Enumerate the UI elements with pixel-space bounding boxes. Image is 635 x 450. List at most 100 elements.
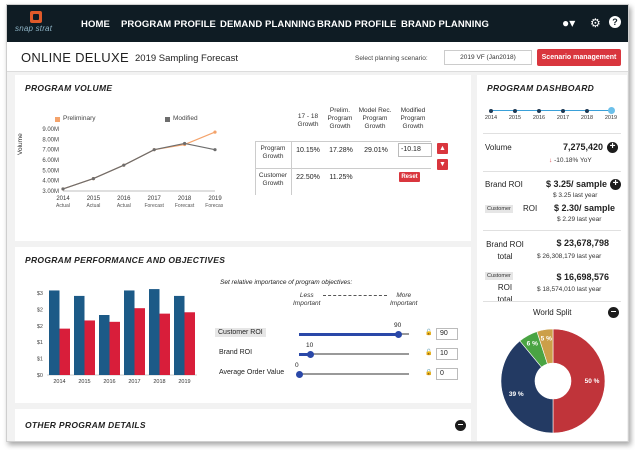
slider-thumb[interactable] <box>295 370 303 378</box>
volume-ytick-label: 6.00M <box>42 158 59 164</box>
timeline-dot[interactable] <box>607 107 615 114</box>
volume-ytick-label: 9.00M <box>42 127 59 133</box>
slider-number-input[interactable]: 10 <box>436 348 458 360</box>
volume-ytick-label: 7.00M <box>42 148 59 154</box>
decrease-growth-button[interactable]: ▼ <box>437 159 448 170</box>
world-split-collapse-icon[interactable]: – <box>608 307 619 318</box>
timeline-dot[interactable] <box>489 108 493 113</box>
slider-track[interactable] <box>299 353 409 355</box>
app-window: snap strat HOME PROGRAM PROFILE DEMAND P… <box>6 4 629 442</box>
brand-roi-expand-icon[interactable]: + <box>610 179 621 190</box>
scenario-management-button[interactable]: Scenario management <box>537 49 621 66</box>
forecast-title: 2019 Sampling Forecast <box>135 53 238 64</box>
volume-expand-icon[interactable]: + <box>607 142 618 153</box>
brand-roi-total-label: Brand ROI total <box>486 240 524 261</box>
volume-xtick-year: 2019 <box>208 196 222 202</box>
modified-growth-input[interactable]: -10.18 <box>398 143 432 157</box>
timeline-year-label: 2016 <box>532 115 546 121</box>
slider-thumb[interactable] <box>306 350 314 358</box>
dashboard-title: PROGRAM DASHBOARD <box>487 83 595 93</box>
pie-slice-label: 6 % <box>527 340 538 347</box>
timeline-dot[interactable] <box>561 108 565 113</box>
volume-xtick-kind: Forecast <box>205 203 223 209</box>
program-performance-panel: PROGRAM PERFORMANCE AND OBJECTIVES $3 $2 $… <box>15 247 471 403</box>
program-volume-panel: PROGRAM VOLUME Preliminary Modified Volu… <box>15 75 471 241</box>
volume-xtick-year: 2018 <box>178 196 192 202</box>
collapse-icon[interactable]: – <box>455 420 466 431</box>
divider <box>483 301 621 302</box>
slider-track[interactable] <box>299 373 409 375</box>
volume-xtick-kind: Forecast <box>175 203 195 209</box>
help-icon[interactable]: ? <box>609 16 621 28</box>
header-prelim-growth: Prelim. Program Growth <box>327 107 353 130</box>
customer-tag: Customer <box>485 205 513 213</box>
bar-ytick-label: $1 <box>37 340 43 346</box>
volume-point-preliminary <box>213 130 217 134</box>
reset-button[interactable]: Reset <box>399 172 420 182</box>
brand-roi-total-value: $ 23,678,798 <box>556 238 609 248</box>
slider-number-input[interactable]: 90 <box>436 328 458 340</box>
logo-mark-icon <box>30 11 42 23</box>
slider-number-input[interactable]: 0 <box>436 368 458 380</box>
divider <box>483 171 621 172</box>
lock-icon[interactable]: 🔓 <box>425 350 433 356</box>
timeline-dot[interactable] <box>513 108 517 113</box>
performance-bar-chart: $3 $2 $2 $1 $1 $0 2014 2015 2016 2017 2018 2019 <box>37 289 197 385</box>
timeline-dot[interactable] <box>585 108 589 113</box>
bar-red <box>84 320 95 375</box>
timeline-dot[interactable] <box>537 108 541 113</box>
nav-brand-profile[interactable]: BRAND PROFILE <box>317 19 397 30</box>
sub-header: ONLINE DELUXE 2019 Sampling Forecast Sel… <box>7 42 628 72</box>
top-navigation: snap strat HOME PROGRAM PROFILE DEMAND P… <box>7 5 628 42</box>
pie-slice-label: 39 % <box>509 391 524 398</box>
bar-red <box>59 328 70 375</box>
pie-slice <box>536 328 554 365</box>
nav-program-profile[interactable]: PROGRAM PROFILE <box>121 19 216 30</box>
nav-home[interactable]: HOME <box>81 19 110 30</box>
divider <box>483 133 621 134</box>
pie-slice <box>500 340 554 434</box>
nav-demand-planning[interactable]: DEMAND PLANNING <box>220 19 316 30</box>
brand-roi-value: $ 3.25/ sample <box>545 179 607 189</box>
slider-label-brand-roi: Brand ROI <box>219 349 253 356</box>
table-divider <box>255 141 431 142</box>
timeline-year-label: 2014 <box>484 115 498 121</box>
customer-roi-total-label: ROI total <box>497 283 513 304</box>
brand-logo[interactable]: snap strat <box>15 11 59 37</box>
slider-value-label: 0 <box>295 362 299 369</box>
volume-point-modified <box>213 148 217 152</box>
other-details-title: OTHER PROGRAM DETAILS <box>25 420 146 430</box>
gear-icon[interactable]: ⚙ <box>590 16 601 30</box>
volume-xtick-kind: Forecast <box>144 203 164 209</box>
volume-xtick-kind: Actual <box>117 203 131 209</box>
bar-red <box>159 313 170 375</box>
bar-ytick-label: $3 <box>37 291 43 297</box>
volume-change: ↓ -10.18% YoY <box>549 157 592 164</box>
volume-ytick-label: 8.00M <box>42 137 59 143</box>
scenario-select[interactable]: 2019 VF (Jan2018) <box>444 50 532 65</box>
user-menu-icon[interactable]: ●▾ <box>562 16 576 30</box>
customer-roi-value: $ 2.30/ sample <box>553 203 615 213</box>
volume-xtick-year: 2015 <box>87 196 101 202</box>
lock-icon[interactable]: 🔒 <box>425 370 433 376</box>
legend-label-preliminary: Preliminary <box>63 115 96 122</box>
program-volume-title: PROGRAM VOLUME <box>25 83 113 93</box>
timeline-year-label: 2018 <box>580 115 594 121</box>
program-dashboard-panel: PROGRAM DASHBOARD 2014 2015 2016 2017 2018 20… <box>477 75 627 441</box>
row-label-customer-growth: Customer Growth <box>258 172 288 187</box>
slider-thumb[interactable] <box>394 330 402 338</box>
brand-roi-last-year: $ 3.25 last year <box>553 192 598 199</box>
volume-point-modified <box>152 148 156 152</box>
lock-icon[interactable]: 🔓 <box>425 330 433 336</box>
bar-blue <box>49 290 60 375</box>
bar-blue <box>149 289 160 375</box>
program-growth-17-18: 10.15% <box>296 147 320 154</box>
increase-growth-button[interactable]: ▲ <box>437 143 448 154</box>
volume-xtick-year: 2014 <box>56 196 70 202</box>
volume-value: 7,275,420 <box>562 142 603 152</box>
more-important-label: More Important <box>390 292 418 307</box>
volume-series-line-modified <box>62 142 216 190</box>
nav-brand-planning[interactable]: BRAND PLANNING <box>401 19 489 30</box>
bar-red <box>134 308 145 375</box>
program-growth-model-rec: 29.01% <box>364 147 388 154</box>
